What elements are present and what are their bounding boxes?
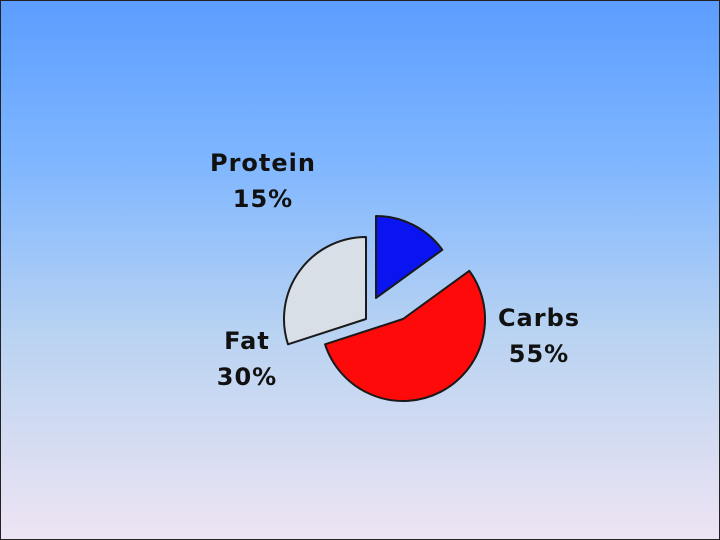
slice-label-carbs: Carbs 55% xyxy=(498,304,580,368)
pie-slice-carbs xyxy=(324,269,486,402)
slice-label-fat: Fat 30% xyxy=(217,327,277,391)
pie-slice-protein xyxy=(375,215,444,299)
pie-slice-fat xyxy=(283,236,367,346)
slice-label-protein: Protein 15% xyxy=(210,149,316,213)
